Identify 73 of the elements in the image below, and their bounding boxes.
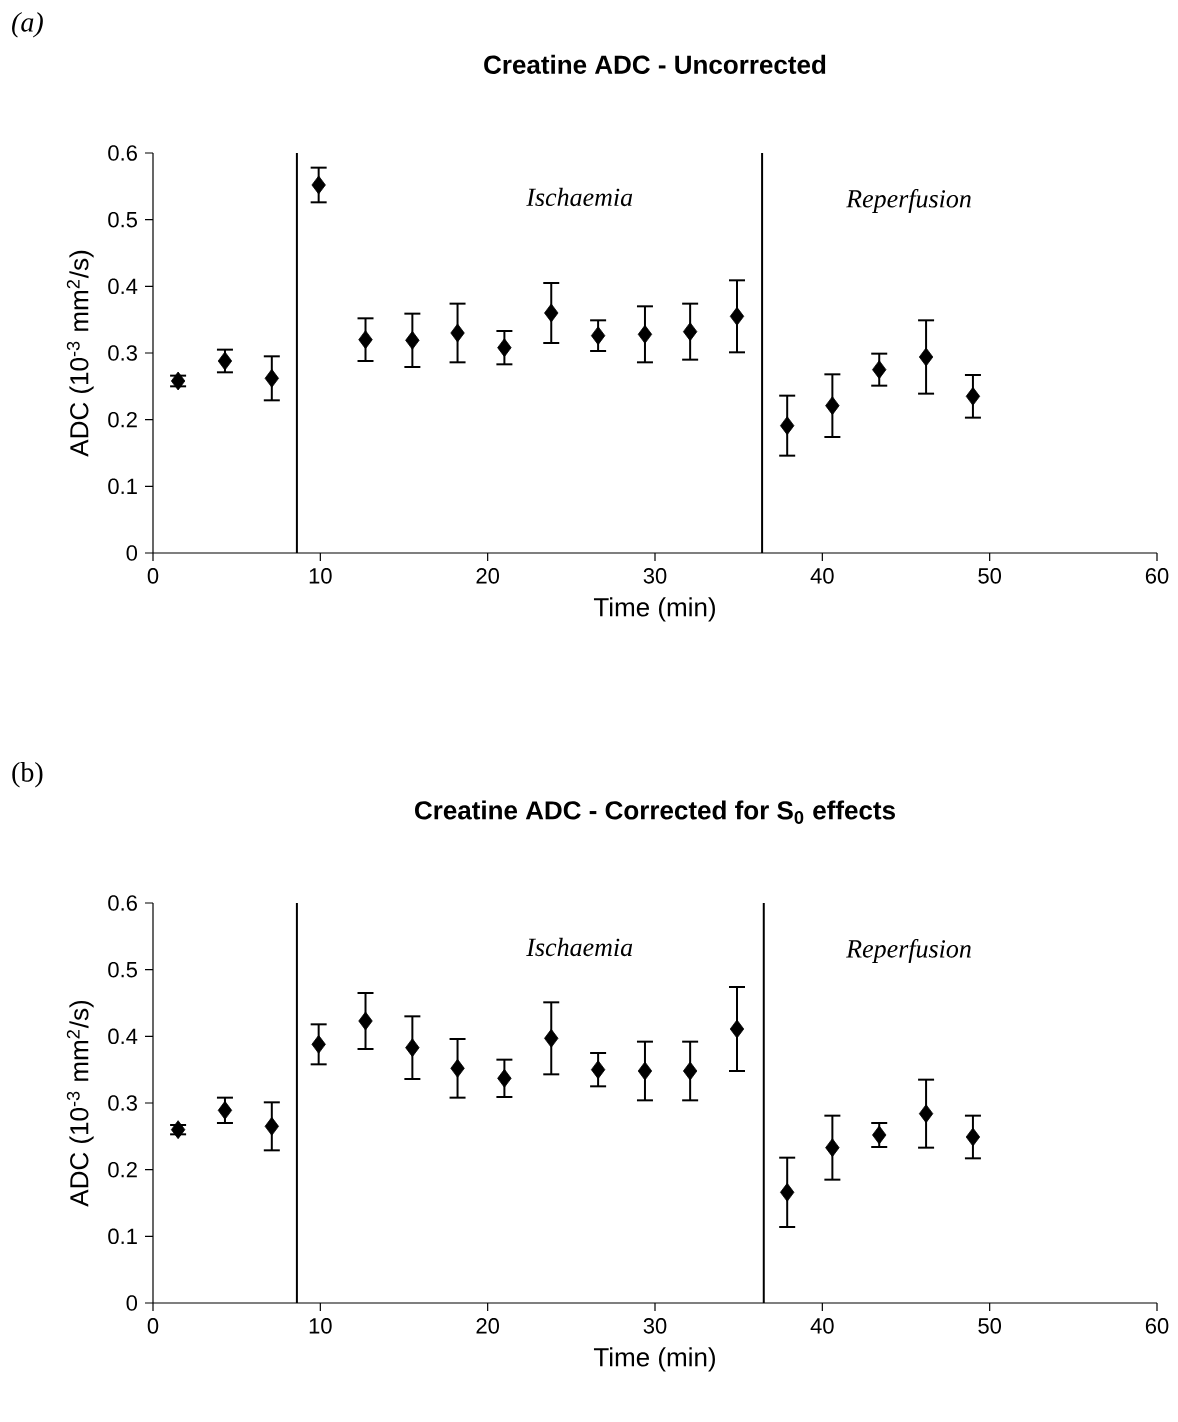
point bbox=[682, 1061, 698, 1081]
y-tick-label: 0.1 bbox=[108, 478, 137, 495]
annotation: Reperfusion bbox=[846, 189, 971, 213]
x-axis-title: Time (min) bbox=[593, 597, 715, 622]
point bbox=[358, 1011, 373, 1031]
x-tick-label: 30 bbox=[643, 568, 667, 584]
point bbox=[217, 1100, 233, 1120]
point bbox=[311, 175, 326, 195]
y-tick-label: 0.5 bbox=[108, 961, 137, 978]
y-tick-label: 0.4 bbox=[108, 278, 138, 295]
y-axis-title: ADC (10$^{-3}$ mm$^{2}$/s) bbox=[66, 1000, 94, 1207]
annotation: Reperfusion bbox=[846, 939, 971, 963]
point bbox=[311, 1034, 326, 1054]
point bbox=[918, 347, 934, 367]
point bbox=[825, 1138, 840, 1158]
point bbox=[780, 416, 795, 436]
x-tick-label: 20 bbox=[476, 1318, 500, 1334]
point bbox=[358, 330, 373, 350]
y-axis-title: ADC (10$^{-3}$ mm$^{2}$/s) bbox=[66, 250, 94, 457]
point bbox=[405, 1038, 420, 1058]
x-tick-label: 20 bbox=[476, 568, 500, 584]
point bbox=[637, 1061, 653, 1081]
annotation: Ischaemia bbox=[526, 937, 633, 957]
point bbox=[780, 1182, 795, 1202]
y-tick-label: 0.3 bbox=[108, 345, 137, 361]
x-tick-label: 60 bbox=[1145, 1318, 1169, 1334]
x-tick-label: 50 bbox=[978, 1318, 1002, 1334]
point bbox=[872, 360, 887, 380]
point bbox=[170, 1120, 186, 1140]
y-tick-label: 0.6 bbox=[108, 895, 137, 911]
y-tick-label: 0.3 bbox=[108, 1095, 137, 1111]
point bbox=[497, 1068, 512, 1088]
y-tick-label: 0.2 bbox=[108, 411, 137, 428]
y-tick-label: 0 bbox=[126, 545, 138, 561]
x-tick-label: 30 bbox=[643, 1318, 667, 1334]
y-tick-label: 0.2 bbox=[108, 1161, 137, 1178]
y-tick-label: 0.5 bbox=[108, 211, 137, 228]
y-tick-label: 0.4 bbox=[108, 1028, 138, 1045]
point bbox=[544, 303, 559, 323]
point bbox=[825, 396, 840, 416]
point bbox=[918, 1104, 934, 1124]
x-tick-label: 10 bbox=[309, 568, 332, 584]
point bbox=[729, 306, 745, 326]
annotation: Ischaemia bbox=[526, 187, 633, 207]
point bbox=[497, 338, 512, 358]
x-tick-label: 10 bbox=[309, 1318, 332, 1334]
point bbox=[450, 1058, 465, 1078]
x-tick-label: 0 bbox=[147, 1318, 159, 1334]
x-tick-label: 60 bbox=[1145, 568, 1169, 584]
y-tick-label: 0.6 bbox=[108, 145, 137, 161]
x-tick-label: 40 bbox=[810, 568, 834, 584]
point bbox=[264, 368, 279, 388]
text: (a) bbox=[12, 12, 43, 38]
point bbox=[637, 324, 653, 344]
point bbox=[405, 330, 420, 350]
point bbox=[264, 1116, 279, 1136]
point bbox=[965, 1127, 981, 1147]
x-axis-title: Time (min) bbox=[593, 1347, 715, 1372]
point bbox=[682, 322, 698, 342]
point bbox=[450, 323, 465, 343]
text: (b) bbox=[12, 762, 43, 788]
point bbox=[590, 1060, 606, 1080]
y-tick-label: 0.1 bbox=[108, 1228, 137, 1245]
point bbox=[965, 386, 981, 406]
x-tick-label: 50 bbox=[978, 568, 1002, 584]
chart-title: Creatine ADC - Uncorrected bbox=[484, 54, 826, 74]
point bbox=[590, 326, 606, 346]
chart-title: Creatine ADC - Corrected for S$_{0}$ effects bbox=[415, 800, 895, 824]
y-tick-label: 0 bbox=[126, 1295, 138, 1311]
x-tick-label: 40 bbox=[810, 1318, 834, 1334]
x-tick-label: 0 bbox=[147, 568, 159, 584]
point bbox=[544, 1028, 559, 1048]
point bbox=[729, 1019, 745, 1039]
